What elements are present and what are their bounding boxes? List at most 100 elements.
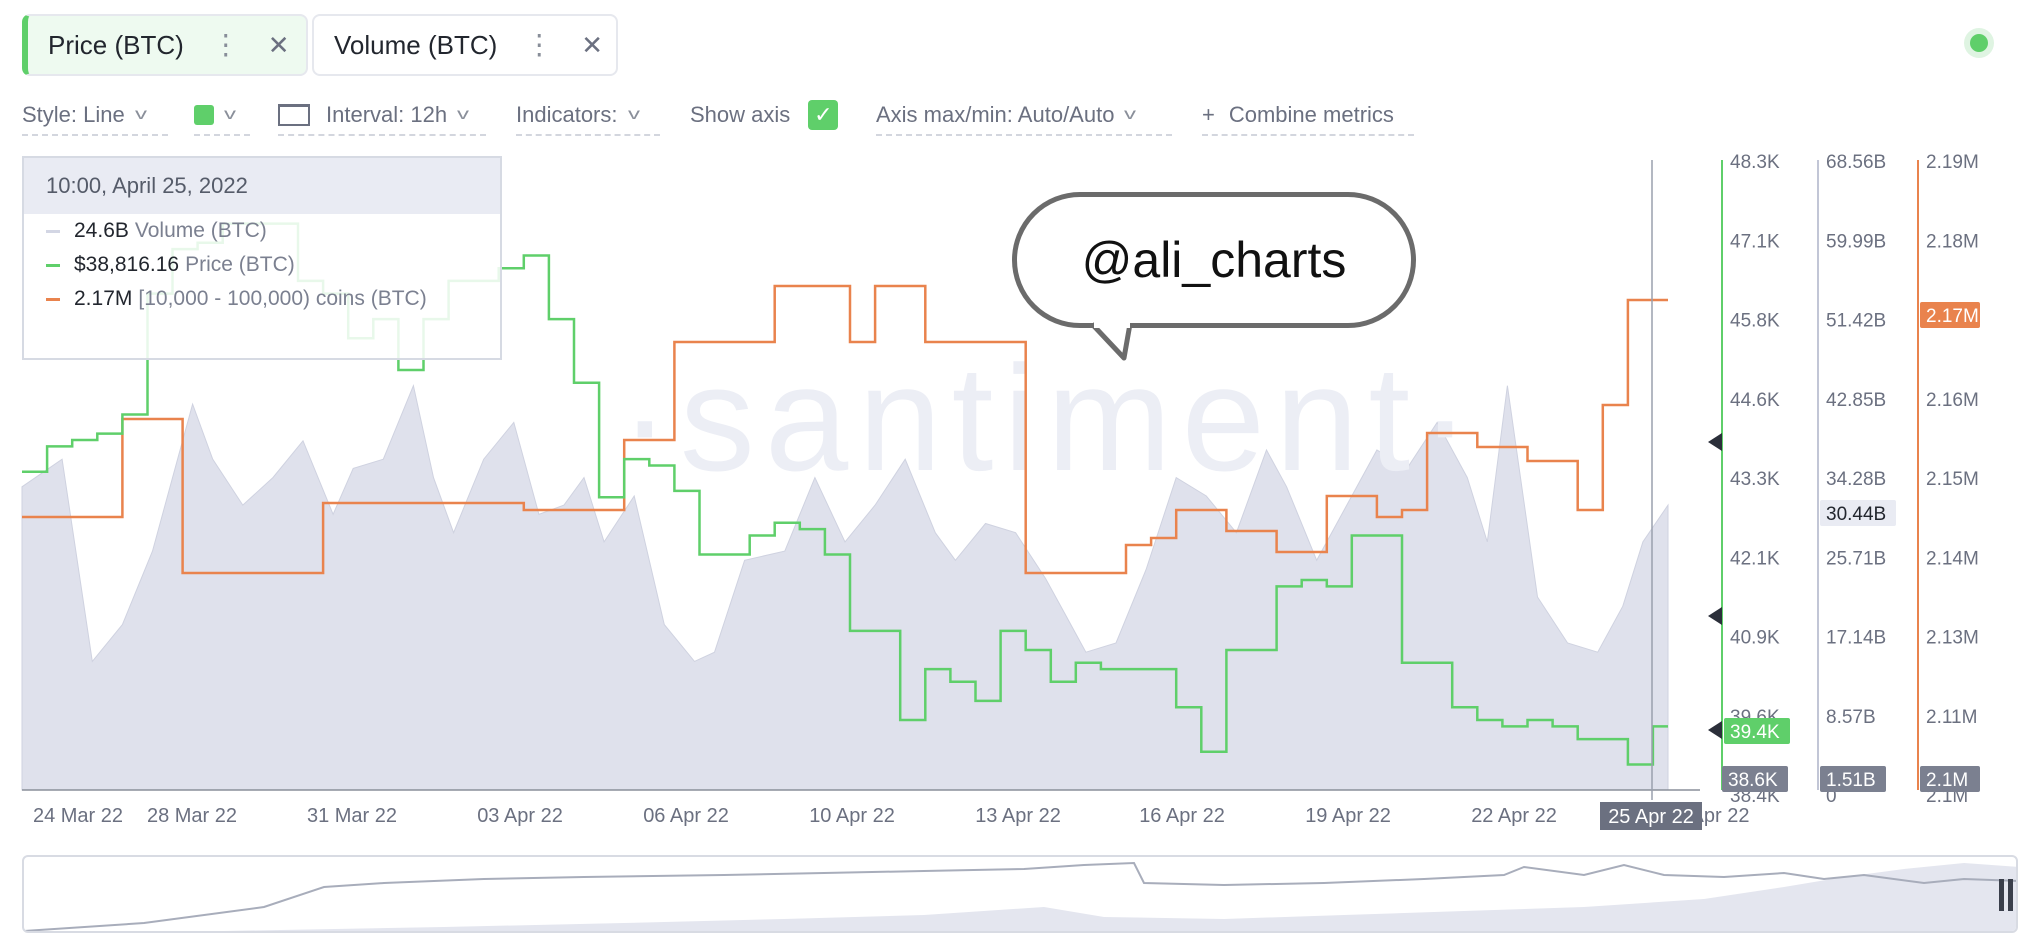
axis-tick-label: 2.18M: [1926, 231, 1979, 252]
watermark: ·santiment·: [620, 334, 1480, 502]
navigator-preview: [24, 861, 2016, 931]
show-axis-toggle[interactable]: Show axis ✓: [690, 96, 846, 136]
tooltip-whales-label: [10,000 - 100,000) coins (BTC): [138, 287, 427, 310]
close-icon[interactable]: ✕: [581, 29, 604, 60]
axis-tick-label: 2.15M: [1926, 469, 1979, 490]
price-current-tag: 39.4K: [1724, 718, 1790, 744]
more-options-icon[interactable]: ⋮: [211, 29, 240, 60]
more-options-icon[interactable]: ⋮: [525, 29, 554, 60]
whales-current-tag-text: 2.17M: [1926, 306, 1979, 327]
tab-volume[interactable]: Volume (BTC) ⋮ ✕: [312, 14, 618, 76]
x-tick-label: 31 Mar 22: [307, 805, 397, 827]
handle-bar-right: [2008, 879, 2013, 911]
price-crosshair-tag-text: 38.6K: [1728, 770, 1778, 791]
axis-maxmin-dropdown[interactable]: Axis max/min: Auto/Auto v: [876, 96, 1172, 136]
axis-tick-label: 2.11M: [1926, 707, 1977, 728]
chevron-down-icon: v: [134, 106, 147, 123]
axis-tick-label: 51.42B: [1826, 311, 1886, 332]
x-tick-label: 24 Mar 22: [33, 805, 123, 827]
volume-legend-mark: [46, 229, 60, 233]
price-legend-mark: [46, 263, 60, 267]
volume-current-tag-text: 30.44B: [1826, 504, 1886, 525]
axis-tick-label: 48.3K: [1730, 152, 1780, 173]
volume-current-tag: 30.44B: [1820, 500, 1896, 526]
axes: 48.3K47.1K45.8K44.6K43.3K42.1K40.9K39.6K…: [1708, 152, 1980, 807]
price-current-tag-bg: [1724, 718, 1790, 744]
tab-price[interactable]: Price (BTC) ⋮ ✕: [22, 14, 308, 76]
axis-maxmin-label: Axis max/min: Auto/Auto: [876, 102, 1115, 127]
tab-volume-label: Volume (BTC): [334, 29, 498, 60]
price-current-tag-text: 39.4K: [1730, 722, 1780, 743]
crosshair-date-tag: 25 Apr 22: [1600, 802, 1702, 830]
tooltip-price-label: Price (BTC): [185, 253, 295, 276]
volume-area: [21, 384, 1700, 791]
navigator-handle[interactable]: [1999, 879, 2013, 911]
x-tick-label: 22 Apr 22: [1471, 805, 1557, 827]
combine-metrics-button[interactable]: + Combine metrics: [1202, 96, 1414, 136]
whales-crosshair-tag-text: 2.1M: [1926, 770, 1968, 791]
price-crosshair-tag: 38.6K: [1722, 766, 1788, 792]
tooltip-price-value: $38,816.16: [74, 253, 180, 276]
x-tick-label: 19 Apr 22: [1305, 805, 1391, 827]
crosshair-date-text: 25 Apr 22: [1608, 806, 1694, 828]
interval-dropdown[interactable]: Interval: 12h v: [278, 96, 486, 136]
tooltip-row-whales: 2.17M [10,000 - 100,000) coins (BTC): [24, 282, 500, 316]
axis-tick-label: 2.14M: [1926, 548, 1979, 569]
volume-crosshair-tag-text: 1.51B: [1826, 770, 1876, 791]
volume-current-tag-bg: [1820, 500, 1896, 526]
whales-legend-mark: [46, 297, 60, 301]
x-tick-label: 13 Apr 22: [975, 805, 1061, 827]
price-crosshair-tag-bg: [1722, 766, 1788, 792]
tab-price-label: Price (BTC): [48, 29, 184, 60]
axis-tick-label: 68.56B: [1826, 152, 1886, 173]
whales-crosshair-tag: 2.1M: [1920, 766, 1980, 792]
checkbox-checked-icon[interactable]: ✓: [808, 100, 839, 130]
close-icon[interactable]: ✕: [267, 29, 290, 60]
speech-bubble-tail: [1090, 322, 1133, 361]
x-tick-label: 10 Apr 22: [809, 805, 895, 827]
x-tick-label: 03 Apr 22: [477, 805, 563, 827]
axis-tick-label: 59.99B: [1826, 231, 1886, 252]
chevron-down-icon: v: [457, 106, 470, 123]
chevron-down-icon: v: [224, 106, 236, 123]
axis-tick-label: 0: [1826, 786, 1837, 807]
style-dropdown[interactable]: Style: Line v: [22, 96, 168, 136]
hover-tooltip: 10:00, April 25, 2022 24.6B Volume (BTC)…: [22, 156, 502, 360]
axis-tick-label: 47.1K: [1730, 231, 1780, 252]
interval-label: Interval: 12h: [326, 102, 448, 127]
axis-tick-label: 25.71B: [1826, 548, 1886, 569]
axis-tick-label: 45.8K: [1730, 311, 1780, 332]
whales-current-tag: 2.17M: [1920, 302, 1980, 328]
axis-tick-label: 2.16M: [1926, 390, 1979, 411]
indicators-dropdown[interactable]: Indicators: v: [516, 96, 660, 136]
handle-bar-left: [1999, 879, 2004, 911]
plus-icon: +: [1202, 102, 1215, 127]
chevron-down-icon: v: [627, 106, 640, 123]
axis-tick-label: 42.85B: [1826, 390, 1886, 411]
show-axis-label: Show axis: [690, 102, 791, 127]
axis-tick-label: 40.9K: [1730, 628, 1780, 649]
color-picker[interactable]: v: [194, 96, 250, 136]
bubble-text: @ali_charts: [1081, 232, 1347, 288]
axis-tick-label: 43.3K: [1730, 469, 1780, 490]
volume-crosshair-tag-bg: [1820, 766, 1886, 792]
axis-tick-label: 42.1K: [1730, 548, 1780, 569]
tooltip-row-volume: 24.6B Volume (BTC): [24, 214, 500, 248]
color-swatch: [194, 105, 214, 125]
interval-icon: [278, 104, 310, 126]
whales-crosshair-tag-bg: [1920, 766, 1980, 792]
tooltip-whales-value: 2.17M: [74, 287, 133, 310]
x-tick-label: 16 Apr 22: [1139, 805, 1225, 827]
tooltip-row-price: $38,816.16 Price (BTC): [24, 248, 500, 282]
crosshair-date-bg: [1600, 802, 1702, 830]
axis-marker-triangle: [1708, 607, 1722, 625]
axis-tick-label: 34.28B: [1826, 469, 1886, 490]
range-navigator[interactable]: [22, 855, 2018, 933]
tooltip-volume-label: Volume (BTC): [134, 219, 267, 242]
volume-crosshair-tag: 1.51B: [1820, 766, 1886, 792]
x-tick-label: Apr 22: [1691, 805, 1750, 827]
speech-bubble: @ali_charts: [1012, 192, 1416, 328]
tooltip-volume-value: 24.6B: [74, 219, 129, 242]
tooltip-date: 10:00, April 25, 2022: [24, 158, 500, 214]
